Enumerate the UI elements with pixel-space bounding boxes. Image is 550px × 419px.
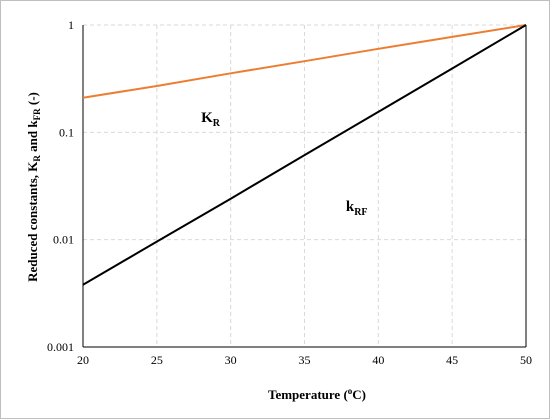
series-label-krf: kRF — [346, 199, 368, 218]
y-axis-title: Reduced constants, KR and kFR (-) — [25, 92, 42, 282]
y-tick-label: 0.01 — [53, 233, 74, 247]
x-tick-label: 45 — [446, 353, 458, 367]
grid-layer — [83, 24, 526, 347]
series-layer — [82, 24, 527, 286]
y-tick-label: 0.001 — [47, 340, 74, 354]
x-axis-title: Temperature (oC) — [268, 386, 366, 402]
x-tick-label: 30 — [225, 353, 237, 367]
y-tick-label: 0.1 — [59, 125, 74, 139]
x-tick-label: 35 — [299, 353, 311, 367]
series-label-kr: KR — [201, 110, 221, 129]
y-tick-label: 1 — [68, 18, 74, 32]
x-tick-label: 25 — [151, 353, 163, 367]
x-tick-label: 50 — [520, 353, 532, 367]
axis-layer — [82, 25, 527, 348]
x-tick-label: 40 — [372, 353, 384, 367]
tick-labels: 20 25 30 35 40 45 50 0.001 0.01 0.1 1 — [47, 18, 532, 367]
series-labels: KR kRF — [201, 110, 367, 218]
series-line-kr — [82, 24, 527, 99]
series-line-krf — [82, 24, 527, 286]
x-tick-label: 20 — [77, 353, 89, 367]
